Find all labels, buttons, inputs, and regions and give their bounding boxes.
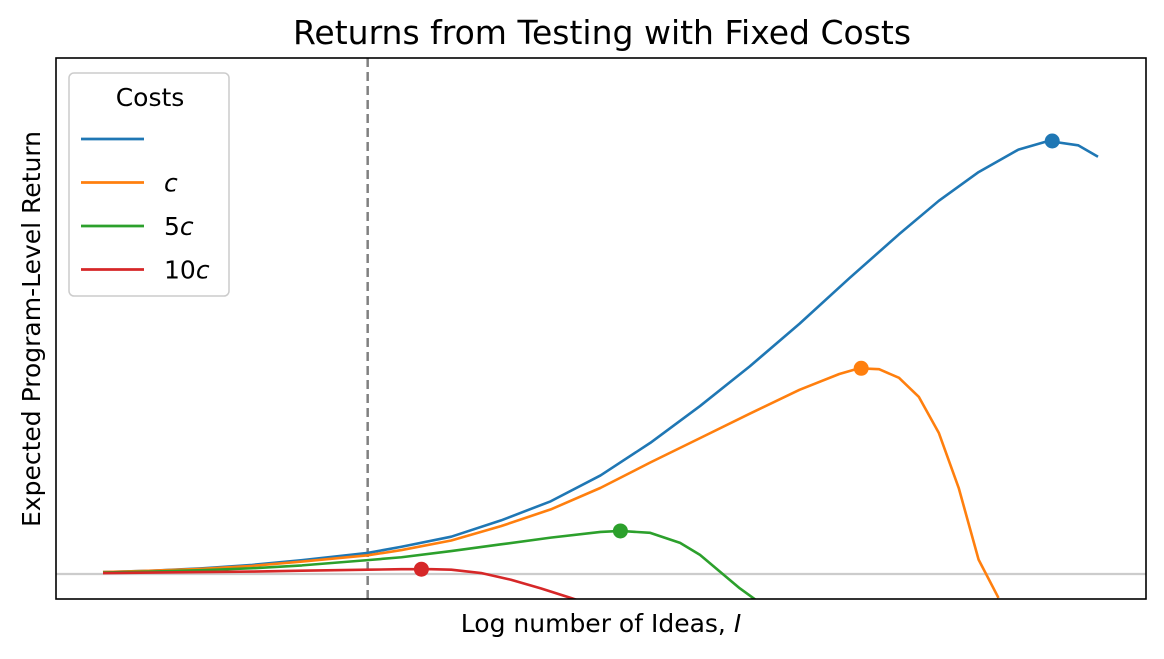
x-axis-label-text: Log number of Ideas, — [461, 609, 734, 638]
x-axis-label: Log number of Ideas, I — [461, 609, 741, 638]
legend-box — [68, 72, 230, 297]
plot-area — [56, 58, 1146, 599]
plot-content — [56, 58, 1146, 599]
legend-label-10c: 10c — [164, 256, 210, 285]
y-axis-label: Expected Program-Level Return — [17, 131, 46, 527]
legend-title: Costs — [116, 83, 185, 112]
legend-label-5c: 5c — [164, 212, 194, 241]
optimum-marker-0 — [1044, 133, 1060, 149]
plot-frame — [55, 57, 1147, 600]
series-line-c — [102, 366, 1000, 599]
series-line-5c — [102, 529, 757, 599]
optimum-marker-10c — [413, 561, 429, 577]
optimum-marker-c — [853, 360, 869, 376]
x-axis-label-variable: I — [734, 609, 741, 638]
chart-title: Returns from Testing with Fixed Costs — [293, 13, 911, 52]
legend: Costs c 5c 10c — [68, 72, 230, 297]
optimum-marker-5c — [612, 523, 628, 539]
legend-label-c: c — [164, 169, 178, 198]
